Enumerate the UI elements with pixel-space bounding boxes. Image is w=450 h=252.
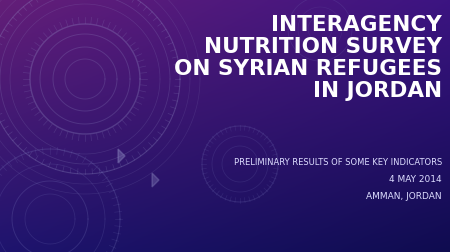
Text: 4 MAY 2014: 4 MAY 2014 <box>389 174 442 183</box>
Polygon shape <box>118 149 125 163</box>
Text: PRELIMINARY RESULTS OF SOME KEY INDICATORS: PRELIMINARY RESULTS OF SOME KEY INDICATO… <box>234 158 442 166</box>
Polygon shape <box>152 173 159 187</box>
Text: INTERAGENCY
NUTRITION SURVEY
ON SYRIAN REFUGEES
IN JORDAN: INTERAGENCY NUTRITION SURVEY ON SYRIAN R… <box>174 15 442 100</box>
Text: AMMAN, JORDAN: AMMAN, JORDAN <box>366 191 442 200</box>
